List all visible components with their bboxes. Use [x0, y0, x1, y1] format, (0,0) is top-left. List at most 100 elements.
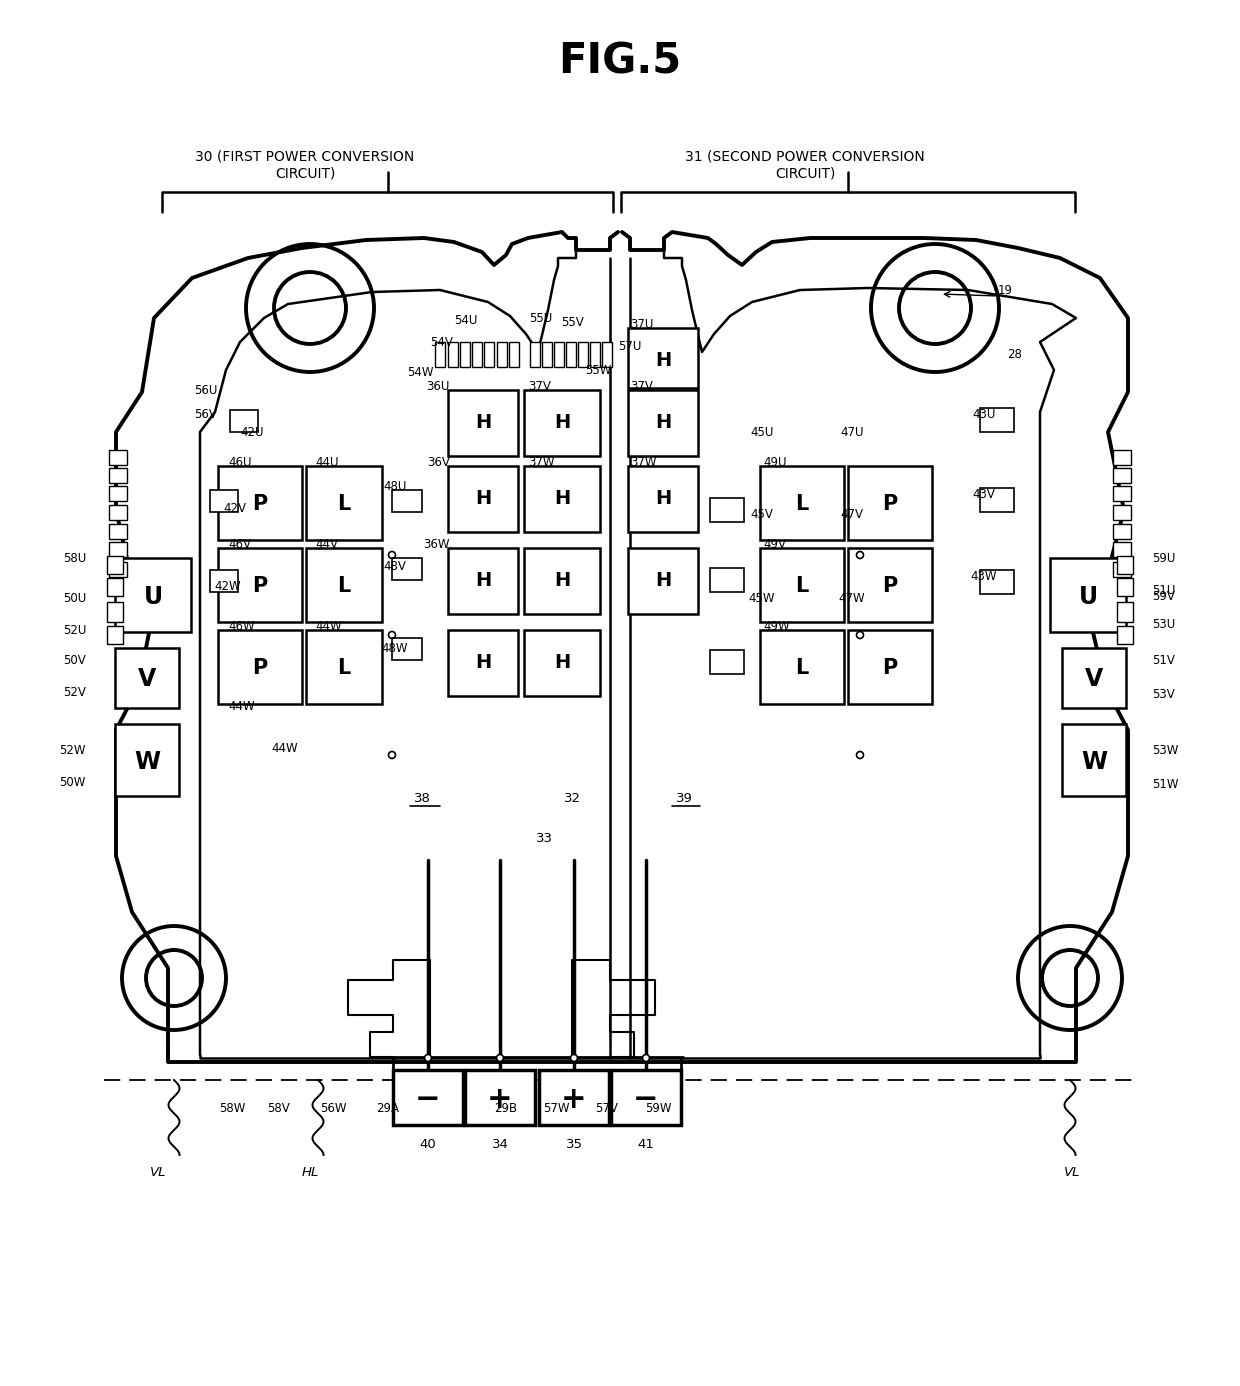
Text: 36V: 36V: [427, 456, 450, 468]
Bar: [1061, 649, 1126, 708]
Text: 32: 32: [563, 791, 580, 804]
Bar: [980, 570, 1014, 595]
Text: 33: 33: [536, 832, 553, 844]
Text: 50U: 50U: [63, 592, 86, 604]
Text: 52W: 52W: [60, 743, 86, 757]
Text: 56V: 56V: [193, 407, 217, 420]
Bar: [448, 547, 518, 614]
Bar: [218, 466, 303, 541]
Bar: [760, 547, 844, 622]
Text: 56W: 56W: [320, 1102, 346, 1114]
Text: L: L: [337, 577, 351, 596]
Text: 53W: 53W: [1152, 743, 1178, 757]
Text: 37V: 37V: [528, 380, 551, 392]
Bar: [435, 342, 445, 367]
Bar: [210, 491, 238, 511]
Text: 57W: 57W: [543, 1102, 569, 1114]
Bar: [1114, 561, 1131, 577]
Bar: [109, 542, 126, 557]
Bar: [448, 466, 518, 532]
Text: 42W: 42W: [215, 579, 242, 592]
Bar: [1050, 559, 1126, 632]
Bar: [601, 342, 613, 367]
Text: 43U: 43U: [972, 407, 996, 420]
Bar: [760, 466, 844, 541]
Text: 44U: 44U: [315, 456, 339, 468]
Bar: [1114, 524, 1131, 539]
Bar: [1117, 578, 1133, 596]
Text: 30 (FIRST POWER CONVERSION
CIRCUIT): 30 (FIRST POWER CONVERSION CIRCUIT): [196, 150, 414, 180]
Bar: [484, 342, 494, 367]
Text: 19: 19: [997, 284, 1013, 297]
Bar: [448, 342, 458, 367]
Bar: [525, 466, 600, 532]
Text: 51W: 51W: [1152, 778, 1178, 790]
Text: 45U: 45U: [750, 426, 774, 438]
Text: L: L: [795, 577, 808, 596]
Bar: [448, 389, 518, 456]
Text: −: −: [415, 1084, 440, 1113]
Text: H: H: [554, 654, 570, 672]
Bar: [115, 723, 179, 796]
Bar: [525, 631, 600, 696]
Bar: [115, 559, 191, 632]
Bar: [980, 407, 1014, 432]
Text: U: U: [1079, 585, 1097, 608]
Bar: [554, 342, 564, 367]
Text: 49V: 49V: [763, 538, 786, 550]
Bar: [306, 547, 382, 622]
Bar: [508, 342, 520, 367]
Text: +: +: [562, 1084, 587, 1113]
Text: 50V: 50V: [63, 654, 86, 667]
Bar: [627, 466, 698, 532]
Bar: [392, 559, 422, 579]
Bar: [529, 342, 539, 367]
Bar: [218, 631, 303, 704]
Text: L: L: [337, 493, 351, 514]
Text: 48W: 48W: [382, 642, 408, 654]
Bar: [1114, 486, 1131, 500]
Circle shape: [570, 1055, 578, 1062]
Text: 29B: 29B: [495, 1102, 517, 1114]
Text: 56U: 56U: [193, 384, 217, 396]
Text: 48V: 48V: [383, 560, 407, 572]
Text: 58U: 58U: [63, 552, 86, 564]
Text: 59W: 59W: [645, 1102, 671, 1114]
Bar: [711, 650, 744, 674]
Text: 38: 38: [414, 791, 430, 804]
Text: 57V: 57V: [595, 1102, 619, 1114]
Text: 28: 28: [1008, 348, 1023, 360]
Text: 37W: 37W: [528, 456, 554, 468]
Bar: [1117, 556, 1133, 574]
Bar: [848, 547, 932, 622]
Text: 36W: 36W: [424, 538, 450, 550]
Text: 34: 34: [491, 1138, 508, 1152]
Bar: [627, 547, 698, 614]
Text: W: W: [134, 750, 160, 773]
Text: P: P: [883, 577, 898, 596]
Bar: [578, 342, 588, 367]
Bar: [565, 342, 577, 367]
Circle shape: [642, 1055, 650, 1062]
Text: L: L: [795, 658, 808, 678]
Text: H: H: [655, 489, 671, 509]
Bar: [306, 466, 382, 541]
Text: 39: 39: [676, 791, 692, 804]
Text: 47V: 47V: [841, 507, 863, 521]
Bar: [465, 1070, 534, 1125]
Circle shape: [496, 1055, 503, 1062]
Bar: [107, 578, 123, 596]
Text: 35: 35: [565, 1138, 583, 1152]
Bar: [539, 1070, 609, 1125]
Bar: [848, 466, 932, 541]
Text: 46U: 46U: [228, 456, 252, 468]
Bar: [109, 486, 126, 500]
Text: 54W: 54W: [407, 366, 433, 378]
Text: 44W: 44W: [228, 700, 254, 712]
Bar: [229, 410, 258, 432]
Text: V: V: [1085, 667, 1104, 692]
Bar: [448, 631, 518, 696]
Text: H: H: [655, 413, 671, 432]
Bar: [627, 328, 698, 388]
Text: 37U: 37U: [630, 317, 653, 330]
